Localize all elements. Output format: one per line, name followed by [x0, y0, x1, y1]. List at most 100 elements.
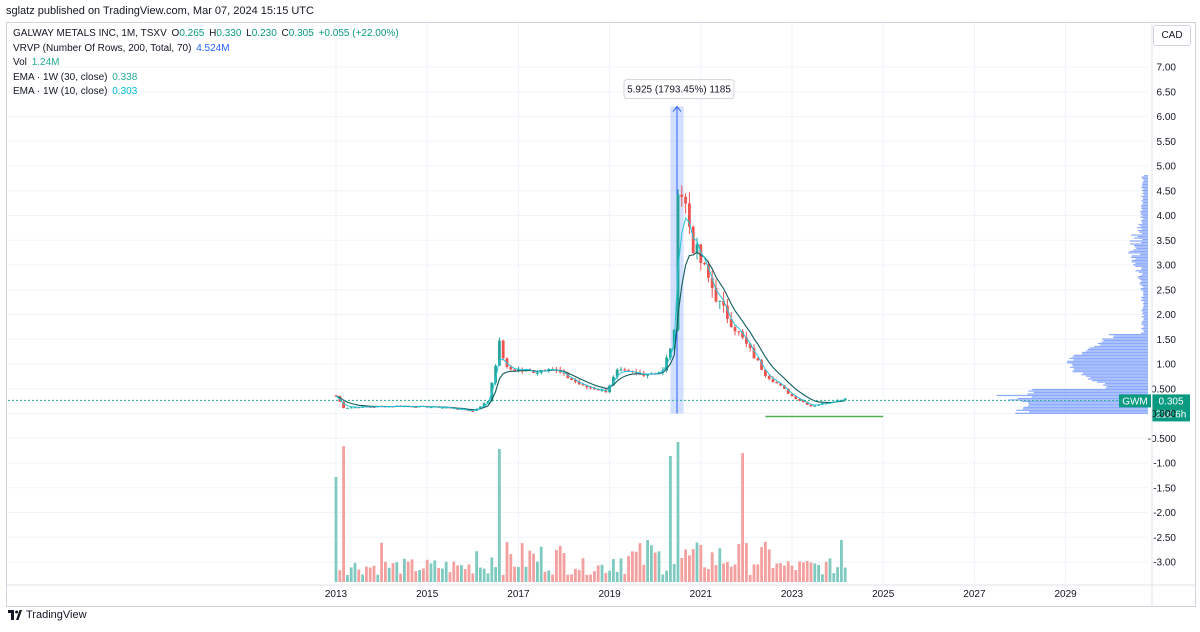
vrvp-row	[1085, 375, 1148, 377]
volume-bar	[817, 565, 820, 582]
volume-bar	[520, 543, 524, 582]
volume-bar	[460, 565, 463, 582]
vrvp-row	[1017, 397, 1148, 400]
legend-vrvp-row[interactable]: VRVP (Number Of Rows, 200, Total, 70) 4.…	[13, 42, 401, 57]
volume-bar	[463, 569, 467, 582]
candle	[718, 300, 722, 309]
candle-body	[733, 327, 737, 332]
vrvp-row	[1143, 293, 1148, 296]
volume-bar	[486, 573, 490, 582]
vrvp-row	[1143, 188, 1148, 190]
candle-body	[581, 384, 585, 386]
candle-body	[710, 277, 714, 289]
legend-vol-row[interactable]: Vol 1.24M	[13, 56, 401, 71]
vrvp-row	[1137, 227, 1148, 229]
vrvp-row	[1027, 393, 1148, 395]
vrvp-row	[1141, 207, 1148, 209]
x-tick-label: 2013	[325, 589, 348, 600]
vrvp-row	[1022, 408, 1148, 410]
volume-bar	[547, 570, 551, 582]
candle	[733, 325, 737, 336]
legend-ema10-row[interactable]: EMA · 1W (10, close) 0.303	[13, 85, 401, 100]
vrvp-row	[1102, 384, 1148, 386]
legend-ohlc-row: GALWAY METALS INC, 1M, TSXV O0.265 H0.33…	[13, 27, 401, 42]
vrvp-row	[1141, 267, 1148, 269]
x-tick-label: 2019	[598, 589, 621, 600]
volume-bar	[593, 571, 596, 582]
volume-bar	[334, 477, 338, 582]
volume-bar	[406, 561, 410, 582]
candle-body	[756, 358, 760, 361]
vrvp-row	[1130, 243, 1148, 245]
vrvp-row	[1087, 348, 1148, 351]
volume-bar	[745, 543, 748, 582]
chart-frame[interactable]	[6, 22, 1196, 607]
x-tick-label: 2021	[690, 589, 713, 600]
volume-bar	[752, 564, 756, 582]
vrvp-row	[1141, 221, 1148, 223]
vrvp-row	[1140, 287, 1148, 290]
candle-body	[441, 407, 444, 409]
vrvp-row	[1072, 371, 1148, 373]
vrvp-row	[1087, 378, 1148, 380]
volume-bar	[380, 542, 383, 582]
volume-bar	[612, 559, 615, 582]
volume-bar	[422, 568, 425, 582]
vrvp-row	[1140, 210, 1148, 212]
volume-bar	[577, 570, 581, 582]
candle-body	[349, 407, 353, 409]
vrvp-row	[1033, 391, 1148, 394]
candle-body	[737, 331, 741, 333]
vrvp-row	[1142, 215, 1148, 217]
vrvp-row	[1140, 213, 1148, 215]
vrvp-row	[1143, 286, 1148, 288]
volume-bar	[391, 563, 395, 582]
candle	[342, 401, 345, 409]
y-tick-label: 1.00	[1157, 360, 1177, 371]
candle-body	[809, 404, 813, 407]
candle-body	[703, 262, 706, 265]
candle-body	[783, 385, 786, 389]
candle-body	[745, 337, 748, 344]
volume-bar	[444, 561, 448, 582]
volume-bar	[661, 574, 665, 582]
volume-bar	[650, 545, 653, 582]
volume-bar	[471, 573, 475, 582]
vrvp-row	[1137, 235, 1148, 238]
y-tick-label: -0.500	[1148, 434, 1177, 445]
vrvp-row	[1143, 325, 1148, 327]
vrvp-row	[1105, 387, 1148, 389]
vrvp-row	[1083, 372, 1148, 374]
volume-bar	[581, 558, 585, 582]
volume-bar	[619, 558, 623, 582]
y-tick-label: -1.50	[1153, 483, 1176, 494]
footer-brand[interactable]: TradingView	[8, 609, 87, 621]
vrvp-row	[1133, 244, 1148, 247]
volume-bar	[365, 566, 368, 582]
candle-body	[748, 343, 752, 349]
currency-button[interactable]: CAD	[1153, 25, 1191, 46]
vrvp-row	[1071, 363, 1148, 365]
vrvp-row	[1143, 314, 1148, 316]
candle-body	[623, 369, 627, 371]
vrvp-row	[1141, 328, 1148, 330]
candle-body	[741, 331, 744, 338]
candle	[615, 368, 619, 380]
vrvp-row	[1143, 305, 1148, 307]
volume-bar	[608, 570, 611, 582]
volume-bar	[342, 446, 345, 582]
candle	[710, 270, 714, 298]
candle-body	[608, 385, 611, 393]
legend-ema30-row[interactable]: EMA · 1W (30, close) 0.338	[13, 71, 401, 86]
candle	[707, 260, 710, 283]
vrvp-row	[1141, 322, 1148, 324]
vrvp-row	[1143, 201, 1148, 204]
vrvp-row	[1139, 282, 1148, 284]
volume-bar	[361, 574, 364, 582]
vrvp-row	[1143, 331, 1148, 333]
volume-bar	[699, 544, 703, 582]
candle-body	[786, 388, 790, 394]
vrvp-row	[1143, 290, 1148, 293]
vrvp-row	[1142, 197, 1148, 199]
